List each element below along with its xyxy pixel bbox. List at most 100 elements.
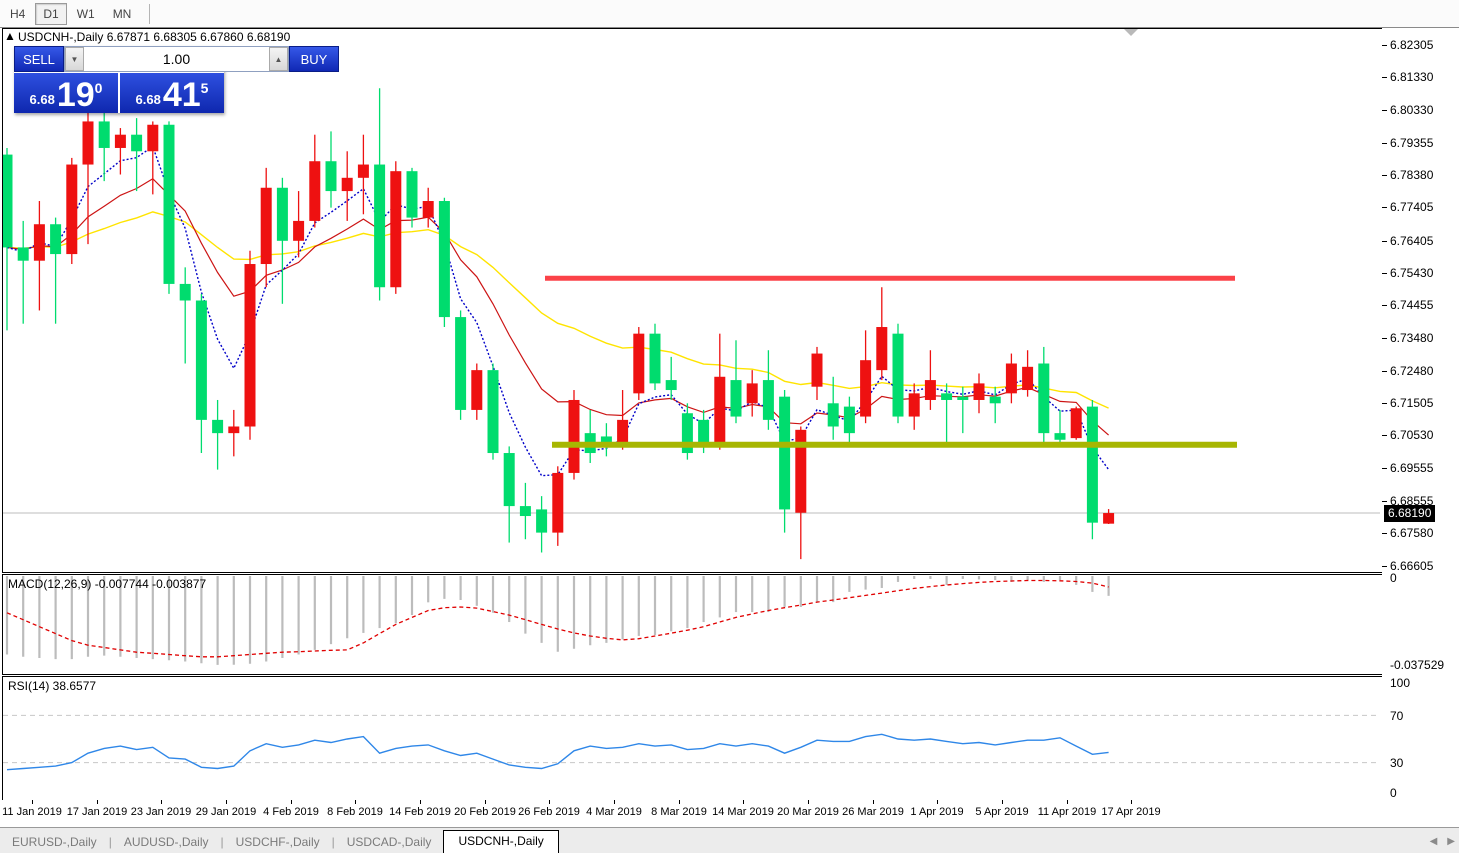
candle-body xyxy=(649,333,661,384)
volume-increase-button[interactable]: ▲ xyxy=(269,47,288,71)
indicator-scale-label: 0 xyxy=(1390,571,1397,585)
date-tick xyxy=(873,800,874,804)
tab-separator: | xyxy=(331,835,335,849)
sell-button[interactable]: SELL xyxy=(14,46,64,72)
price-scale-label: 6.81330 xyxy=(1390,70,1434,85)
candle-body xyxy=(276,187,288,241)
candle-body xyxy=(195,300,207,420)
price-scale-label: 6.71505 xyxy=(1390,396,1434,411)
date-label: 4 Feb 2019 xyxy=(263,806,319,818)
candle-body xyxy=(260,187,272,265)
timeframe-tab-w1[interactable]: W1 xyxy=(76,6,95,21)
timeframe-toolbar: H4 D1 W1 MN xyxy=(0,0,1459,28)
date-label: 11 Jan 2019 xyxy=(2,806,62,818)
chart-tab-bar: EURUSD-,Daily | AUDUSD-,Daily | USDCHF-,Dail… xyxy=(0,827,1459,853)
candlestick-chart-canvas[interactable] xyxy=(3,29,1380,570)
candle-body xyxy=(1038,363,1050,434)
date-tick xyxy=(291,800,292,804)
candle-body xyxy=(3,154,13,248)
one-click-trade-panel: SELL ▼ ▲ BUY 6.68 19 0 6.68 41 5 xyxy=(14,46,339,113)
indicator-scale-label: -0.037529 xyxy=(1390,658,1445,672)
date-tick xyxy=(937,800,938,804)
current-price-badge: 6.68190 xyxy=(1384,505,1436,523)
date-axis[interactable]: 11 Jan 2019 17 Jan 2019 23 Jan 2019 29 Jan … xyxy=(2,800,1382,826)
price-scale-label: 6.66605 xyxy=(1390,558,1434,573)
price-scale-label: 6.78380 xyxy=(1390,168,1434,183)
date-tick xyxy=(226,800,227,804)
candle-body xyxy=(779,396,791,510)
buy-price-box[interactable]: 6.68 41 5 xyxy=(120,73,224,113)
date-label: 26 Feb 2019 xyxy=(518,806,580,818)
scroll-to-end-marker[interactable] xyxy=(1124,29,1138,36)
indicator-scale-label: 100 xyxy=(1390,676,1411,690)
tab-scroll-left-icon[interactable]: ◀ xyxy=(1429,836,1438,847)
candle-body xyxy=(811,353,823,387)
buy-button[interactable]: BUY xyxy=(289,46,339,72)
candle-body xyxy=(714,376,726,444)
candle-body xyxy=(179,283,191,301)
date-label: 11 Apr 2019 xyxy=(1037,806,1097,818)
chart-tab-usdcnh[interactable]: USDCNH-,Daily xyxy=(443,830,559,853)
date-tick xyxy=(161,800,162,804)
open-value: 6.67871 xyxy=(106,30,151,44)
candle-body xyxy=(973,383,985,400)
date-label: 1 Apr 2019 xyxy=(910,806,964,818)
price-tick xyxy=(1382,305,1387,307)
chart-tab-audusd[interactable]: AUDUSD-,Daily xyxy=(123,835,209,849)
timeframe-tab-h4[interactable]: H4 xyxy=(10,6,26,21)
chart-tab-usdchf[interactable]: USDCHF-,Daily xyxy=(235,835,320,849)
toolbar-separator xyxy=(149,3,151,24)
volume-input[interactable] xyxy=(84,47,269,71)
candle-body xyxy=(989,396,1001,404)
date-label: 20 Feb 2019 xyxy=(454,806,516,818)
date-label: 17 Jan 2019 xyxy=(66,806,128,818)
date-tick xyxy=(1067,800,1068,804)
candle-body xyxy=(1103,513,1115,524)
buy-price-prefix: 6.68 xyxy=(135,92,161,107)
candle-body xyxy=(66,164,78,255)
price-tick xyxy=(1382,403,1387,405)
date-tick xyxy=(420,800,421,804)
sell-price-big: 19 xyxy=(56,76,95,114)
price-tick xyxy=(1382,370,1387,372)
volume-decrease-button[interactable]: ▼ xyxy=(65,47,84,71)
rsi-label: RSI(14) 38.6577 xyxy=(8,679,97,693)
price-scale[interactable]: 6.82305 6.81330 6.80330 6.79355 6.78380 6.774… xyxy=(1382,28,1459,824)
price-tick xyxy=(1382,500,1387,502)
candle-body xyxy=(941,393,953,400)
tab-scroll-right-icon[interactable]: ▶ xyxy=(1447,836,1455,847)
date-tick xyxy=(1131,800,1132,804)
price-scale-label: 6.77405 xyxy=(1390,200,1434,215)
macd-signal-line xyxy=(6,579,1109,658)
price-scale-label: 6.76405 xyxy=(1390,233,1434,248)
sell-price-box[interactable]: 6.68 19 0 xyxy=(14,73,118,113)
macd-panel[interactable]: MACD(12,26,9) -0.007744 -0.003877 xyxy=(2,574,1383,675)
candle-body xyxy=(50,224,62,255)
date-tick xyxy=(1002,800,1003,804)
main-chart-panel[interactable] xyxy=(2,28,1383,573)
price-tick xyxy=(1382,207,1387,209)
candle-body xyxy=(163,124,175,284)
candle-body xyxy=(114,134,126,148)
rsi-panel[interactable]: RSI(14) 38.6577 xyxy=(2,676,1383,801)
candle-body xyxy=(325,161,337,192)
candle-body xyxy=(908,393,920,417)
candle-body xyxy=(147,124,159,152)
candle-body xyxy=(957,396,969,400)
chart-tab-usdcad[interactable]: USDCAD-,Daily xyxy=(346,835,432,849)
price-tick xyxy=(1382,175,1387,177)
candle-body xyxy=(860,360,872,417)
candle-body xyxy=(536,509,548,533)
price-scale-label: 6.72480 xyxy=(1390,363,1434,378)
timeframe-tab-mn[interactable]: MN xyxy=(112,6,132,21)
date-tick xyxy=(485,800,486,804)
price-scale-label: 6.73480 xyxy=(1390,330,1434,345)
chart-tab-eurusd[interactable]: EURUSD-,Daily xyxy=(12,835,97,849)
tab-separator: | xyxy=(108,835,112,849)
date-label: 4 Mar 2019 xyxy=(586,806,642,818)
low-value: 6.67860 xyxy=(200,30,244,44)
timeframe-tab-d1[interactable]: D1 xyxy=(35,2,67,25)
date-label: 17 Apr 2019 xyxy=(1101,806,1161,818)
sell-price-prefix: 6.68 xyxy=(29,92,55,107)
price-tick xyxy=(1382,110,1387,112)
